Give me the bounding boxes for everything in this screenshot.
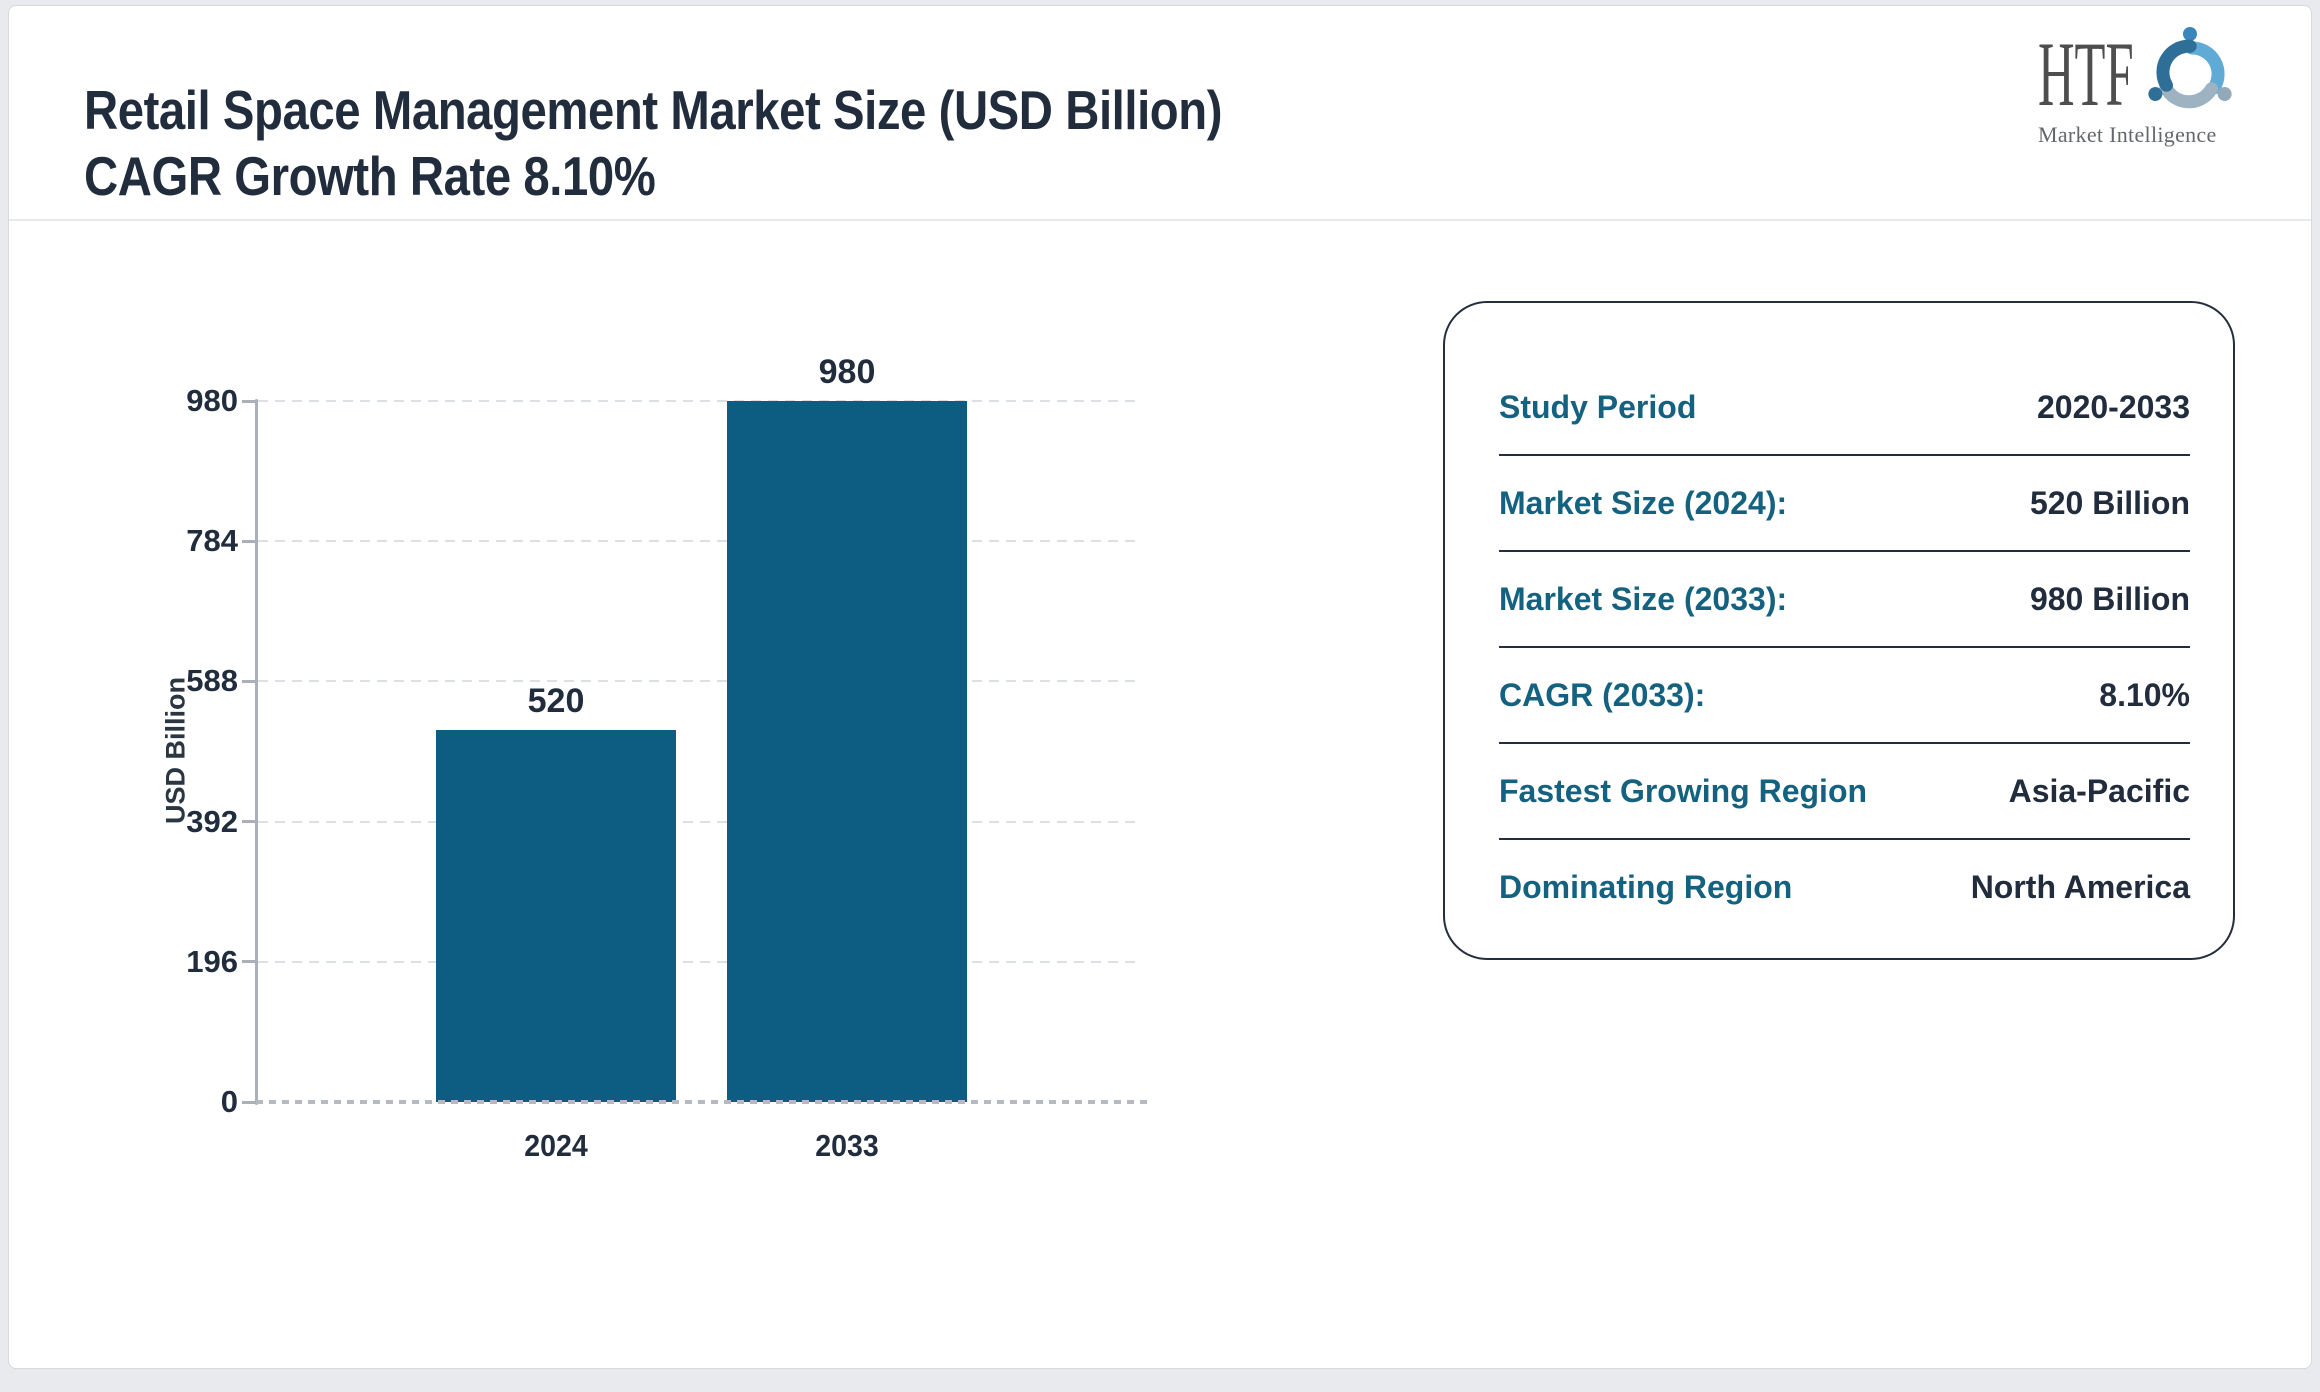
gridline [258,820,1140,823]
logo-swirl-icon [2148,27,2232,109]
summary-panel-rows: Study Period 2020-2033 Market Size (2024):… [1499,360,2190,934]
panel-row-label: Fastest Growing Region [1499,772,1868,809]
y-axis-title: USD Billion [160,677,191,824]
y-axis-tick [242,820,258,824]
y-axis-tick [242,960,258,964]
panel-row: Study Period 2020-2033 [1499,360,2190,456]
x-axis-baseline [256,1100,1150,1104]
header-divider [9,219,2311,221]
logo-figure [2159,81,2232,109]
panel-row-value: North America [1970,868,2190,905]
y-axis-tick [242,539,258,543]
panel-row-value: 8.10% [2099,676,2190,713]
panel-row-label: Dominating Region [1499,868,1793,905]
panel-row-value: 2020-2033 [2036,388,2190,425]
y-axis-tick [242,1100,258,1104]
y-axis-tick [242,399,258,403]
x-tick-label: 2033 [815,1128,879,1163]
bar-2033 [727,401,967,1102]
panel-row-value: Asia-Pacific [2008,772,2190,809]
y-axis-tick [242,679,258,683]
gridline [258,400,1140,402]
panel-row-label: CAGR (2033): [1499,676,1706,713]
y-tick-label: 980 [186,383,238,418]
panel-row: Market Size (2033): 980 Billion [1499,552,2190,648]
logo-row: HTF [2038,27,2240,120]
panel-row-value: 980 Billion [2029,580,2190,617]
y-tick-label: 588 [186,663,238,699]
x-tick-label: 2024 [524,1128,588,1163]
gridline [258,960,1140,963]
panel-row: Dominating Region North America [1499,840,2190,934]
bar-2024 [436,730,676,1102]
logo-subtext: Market Intelligence [2038,122,2217,147]
panel-row: Fastest Growing Region Asia-Pacific [1499,744,2190,840]
htf-logo: HTF Market Intelligence [2038,27,2240,164]
panel-row-label: Study Period [1499,388,1697,425]
panel-row: Market Size (2024): 520 Billion [1499,456,2190,552]
gridline [258,680,1140,683]
page-title: Retail Space Management Market Size (USD… [84,78,1223,207]
summary-panel: Study Period 2020-2033 Market Size (2024):… [1443,301,2235,960]
y-tick-label: 392 [186,803,238,839]
panel-row-label: Market Size (2033): [1499,580,1788,617]
y-tick-label: 196 [186,943,238,979]
panel-row-value: 520 Billion [2029,484,2190,521]
logo-figure [2148,39,2197,101]
bar-value-label: 520 [527,682,585,721]
y-axis-line [255,399,258,1105]
gridline [258,540,1140,543]
panel-row-label: Market Size (2024): [1499,484,1788,521]
bar-value-label: 980 [818,353,876,391]
y-tick-label: 784 [186,523,238,559]
y-tick-label: 0 [220,1084,238,1119]
logo-figure [2183,27,2225,95]
panel-row: CAGR (2033): 8.10% [1499,648,2190,744]
